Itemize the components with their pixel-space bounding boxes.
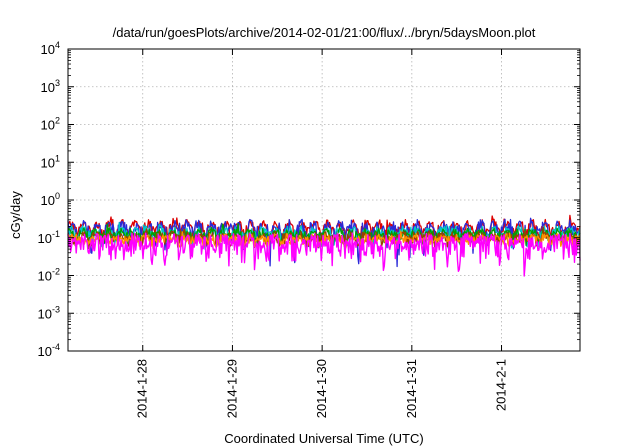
series-line-4 <box>67 223 581 247</box>
x-tick-label: 2014-2-1 <box>494 359 509 411</box>
x-axis-label: Coordinated Universal Time (UTC) <box>224 431 423 446</box>
y-tick-label: 10-1 <box>38 229 60 246</box>
x-tick-label: 2014-1-28 <box>135 359 150 418</box>
x-tick-label: 2014-1-31 <box>404 359 419 418</box>
y-tick-label: 103 <box>41 78 60 95</box>
y-tick-label: 10-4 <box>38 342 60 359</box>
y-axis-label: cGy/day <box>8 191 23 239</box>
y-axis: 10-4 10-3 10-2 10-1 100 101 102 103 104 <box>38 40 580 359</box>
y-tick-label: 102 <box>41 116 60 133</box>
grid-lines <box>68 49 580 351</box>
x-axis: 2014-1-28 2014-1-29 2014-1-30 2014-1-31 2014… <box>135 49 509 418</box>
y-tick-label: 10-2 <box>38 267 60 284</box>
y-tick-label: 101 <box>41 153 60 170</box>
y-tick-label: 104 <box>41 40 60 57</box>
x-tick-label: 2014-1-30 <box>314 359 329 418</box>
series-line-1 <box>67 214 581 243</box>
chart-title: /data/run/goesPlots/archive/2014-02-01/2… <box>113 25 536 40</box>
y-tick-label: 100 <box>41 191 60 208</box>
x-tick-label: 2014-1-29 <box>224 359 239 418</box>
series-group <box>67 214 581 277</box>
series-line-7 <box>67 232 581 277</box>
y-tick-label: 10-3 <box>38 304 60 321</box>
